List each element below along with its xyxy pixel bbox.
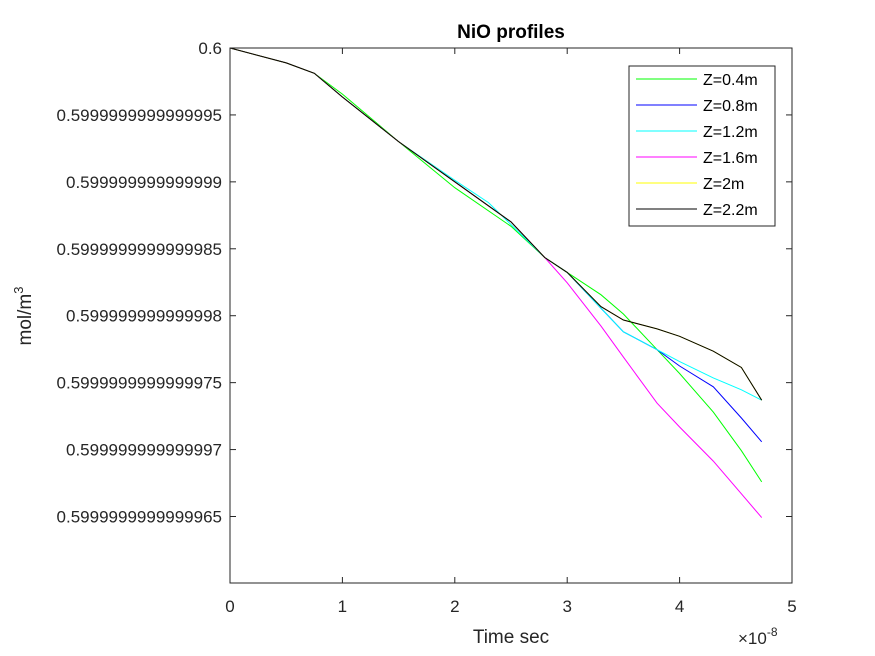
x-tick-label: 0 — [225, 597, 234, 616]
y-tick-label: 0.599999999999997 — [66, 441, 222, 460]
legend-entry: Z=1.6m — [703, 150, 758, 167]
x-tick-label: 4 — [675, 597, 684, 616]
legend-box — [628, 65, 776, 227]
y-tick-label: 0.599999999999998 — [66, 307, 222, 326]
y-axis-label: mol/m3 — [11, 287, 36, 346]
y-axis-label-base: mol/m — [15, 294, 36, 346]
y-tick-label: 0.6 — [198, 39, 222, 58]
series-line — [230, 48, 763, 401]
x-axis-label: Time sec — [473, 627, 549, 648]
x-tick-label: 1 — [338, 597, 347, 616]
legend-entry: Z=1.2m — [703, 124, 758, 141]
x-tick-label: 3 — [562, 597, 571, 616]
legend-entry: Z=2.2m — [703, 202, 758, 219]
x-tick-label: 5 — [787, 597, 796, 616]
ticks-layer: 0 1 2 3 4 5 0.6 0.5999999999999995 0.59999999999… — [57, 39, 797, 616]
x-axis-exponent-base: ×10 — [738, 629, 767, 648]
chart-title: NiO profiles — [457, 22, 565, 43]
x-tick-label: 2 — [450, 597, 459, 616]
y-axis-label-superscript: 3 — [11, 287, 26, 294]
legend-entry: Z=0.4m — [703, 72, 758, 89]
y-tick-label: 0.599999999999999 — [66, 173, 222, 192]
legend-entry: Z=2m — [703, 176, 744, 193]
y-tick-label: 0.5999999999999985 — [57, 240, 222, 259]
x-axis-exponent: ×10-8 — [738, 625, 778, 648]
legend-entry: Z=0.8m — [703, 98, 758, 115]
series-layer — [230, 48, 763, 518]
y-tick-label: 0.5999999999999965 — [57, 507, 222, 526]
y-tick-label: 0.5999999999999995 — [57, 106, 222, 125]
x-axis-exponent-power: -8 — [767, 625, 778, 639]
y-tick-label: 0.5999999999999975 — [57, 374, 222, 393]
legend: Z=0.4m Z=0.8m Z=1.2m Z=1.6m Z=2m Z=2.2m — [628, 65, 776, 227]
